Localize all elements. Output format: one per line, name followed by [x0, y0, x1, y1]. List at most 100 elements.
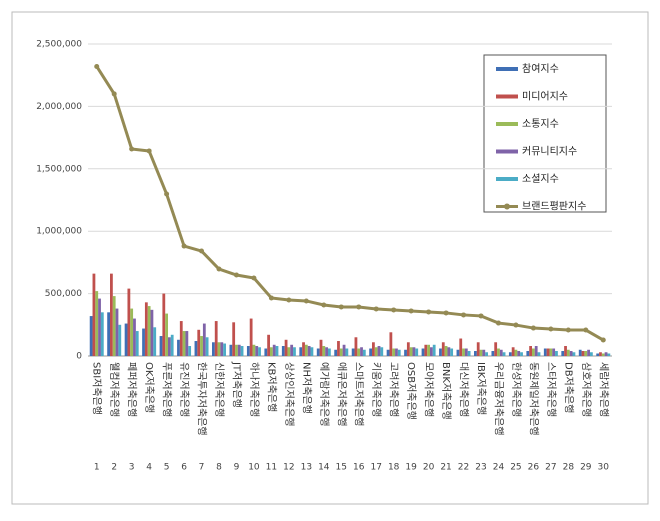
y-tick-label: 2,000,000 — [36, 102, 82, 112]
legend-label: 참여지수 — [522, 63, 559, 75]
bar — [200, 336, 203, 356]
bar — [599, 352, 602, 356]
bar — [270, 347, 273, 356]
bar — [290, 344, 294, 356]
bar — [421, 348, 425, 356]
legend-label: 커뮤니티지수 — [522, 146, 577, 158]
line-point — [94, 63, 100, 69]
line-series — [95, 65, 605, 342]
rank-label: 12 — [283, 463, 294, 473]
bar — [327, 348, 331, 356]
x-tick-label: 하나저축은행 — [248, 362, 261, 417]
bar — [499, 349, 503, 356]
bar — [386, 349, 390, 356]
bar — [491, 351, 495, 356]
bar — [439, 348, 442, 356]
bar — [377, 346, 381, 356]
bar — [362, 349, 366, 356]
x-tick-label: 모아저축은행 — [423, 362, 435, 417]
line-point — [391, 307, 397, 313]
bar — [229, 344, 233, 356]
bar — [127, 288, 131, 356]
bar — [197, 329, 201, 356]
legend-swatch — [496, 122, 518, 126]
x-tick-label: 삼호저축은행 — [580, 362, 592, 417]
bar — [202, 323, 206, 356]
bar — [275, 346, 279, 356]
rank-label: 27 — [545, 463, 556, 473]
bar — [235, 344, 238, 356]
legend-label: 미디어지수 — [522, 91, 568, 103]
bar — [170, 334, 174, 356]
bar — [316, 348, 320, 356]
x-tick-label: SBI저축은행 — [91, 362, 103, 415]
rank-label: 17 — [370, 463, 381, 473]
line-point — [199, 248, 205, 254]
x-tick-label: IBK저축은행 — [475, 362, 487, 415]
x-tick-label: 스마트저축은행 — [353, 362, 365, 426]
x-tick-label: 동원제일저축은행 — [527, 362, 539, 436]
bar — [450, 348, 454, 356]
bar — [444, 346, 448, 356]
bar — [205, 337, 209, 356]
bar — [424, 344, 428, 356]
rank-label: 13 — [301, 463, 312, 473]
rank-label: 20 — [423, 463, 435, 473]
bar — [415, 348, 419, 356]
bar — [150, 309, 154, 356]
rank-label: 3 — [129, 463, 135, 473]
bar — [345, 348, 349, 356]
bar — [357, 348, 361, 356]
rank-label: 6 — [181, 463, 187, 473]
x-tick-label: OK저축은행 — [143, 362, 155, 413]
rank-label: 5 — [164, 463, 170, 473]
line-point — [303, 298, 309, 304]
bar — [246, 346, 250, 356]
line-point — [181, 243, 187, 249]
line-point — [338, 304, 344, 310]
line-point — [286, 297, 292, 303]
bar — [569, 351, 573, 356]
bar — [566, 349, 570, 356]
bar — [589, 352, 593, 356]
bar — [372, 342, 375, 356]
rank-label: 30 — [598, 463, 610, 473]
x-tick-label: NH저축은행 — [300, 362, 312, 414]
bar — [130, 308, 134, 356]
bar — [351, 348, 355, 356]
bar — [485, 352, 488, 356]
bar — [479, 349, 483, 356]
bar — [529, 346, 533, 356]
line-point — [548, 326, 554, 332]
y-tick-label: 500,000 — [45, 289, 82, 299]
bar — [153, 327, 157, 356]
bar — [546, 348, 550, 356]
legend-box — [483, 54, 607, 213]
bar — [369, 348, 373, 356]
bar — [287, 347, 291, 356]
line-point — [495, 320, 501, 326]
bar — [429, 347, 433, 356]
bar — [322, 346, 326, 356]
bar — [587, 349, 590, 356]
bar — [447, 347, 451, 356]
bar — [578, 349, 582, 356]
bar — [325, 347, 328, 356]
bar — [517, 351, 521, 356]
line-point — [443, 310, 449, 316]
x-tick-label: OSB저축은행 — [405, 362, 417, 420]
bar — [494, 342, 498, 356]
bar — [537, 352, 541, 356]
line-point — [356, 304, 362, 310]
bar — [514, 349, 518, 356]
bar — [596, 353, 600, 356]
x-tick-label: 유진저축은행 — [178, 362, 190, 417]
bar — [232, 322, 236, 356]
bar — [604, 352, 608, 356]
legend-swatch — [496, 149, 518, 154]
line-point — [478, 313, 484, 319]
bar — [299, 347, 303, 356]
bar — [124, 323, 128, 356]
bar — [135, 331, 139, 356]
